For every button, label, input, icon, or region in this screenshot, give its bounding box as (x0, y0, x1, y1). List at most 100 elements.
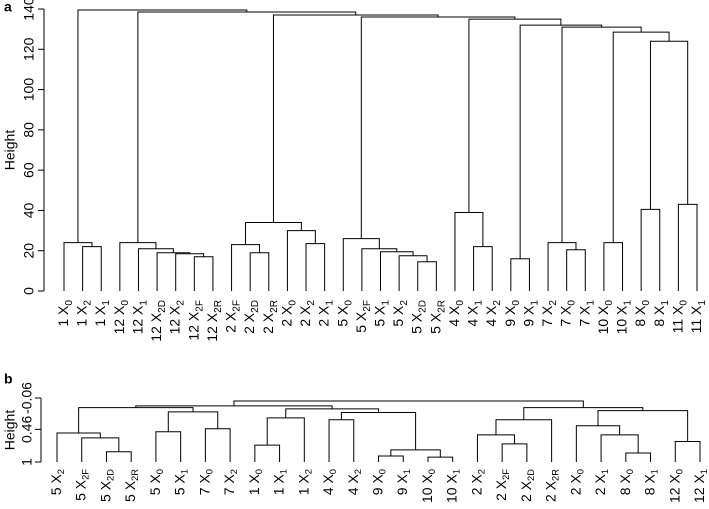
leaf-label-sub: 1 (530, 300, 541, 306)
leaf-label-sub: 0 (254, 469, 264, 474)
merge (649, 40, 689, 210)
leaf-label-sub: 0 (675, 469, 685, 474)
leaf-label-main: 5 X (371, 305, 387, 327)
merge (417, 261, 437, 291)
leaf-label-sub: 0 (567, 300, 578, 306)
leaf-label: 2 X1 (315, 300, 335, 327)
y-tick-label: 80 (21, 122, 37, 138)
leaf-label: 12 X0 (111, 300, 131, 335)
leaf-label-main: 4 X (344, 474, 360, 496)
merge (473, 246, 493, 291)
leaf-label: 2 X2R (259, 300, 279, 334)
leaf-label-main: 1 X (55, 305, 71, 327)
leaf-label-main: 5 X (122, 480, 138, 502)
leaf-label: 10 X0 (595, 300, 615, 335)
merge (254, 444, 281, 462)
merge (56, 432, 101, 462)
leaf-label: 4 X2 (344, 469, 363, 495)
leaf-label-main: 11 X (688, 305, 704, 333)
leaf-label: 2 X2R (542, 469, 561, 502)
y-tick-label: 120 (21, 37, 37, 61)
leaf-label-sub: 1 (697, 300, 708, 306)
leaf-label-sub: 2 (353, 469, 363, 474)
leaf-label-main: 2 X (542, 480, 558, 502)
leaf-label: 2 X0 (278, 300, 298, 327)
leaf-label-sub: 2F (362, 300, 373, 312)
merge (501, 443, 528, 462)
y-axis-label: Height (2, 130, 18, 171)
leaf-label-sub: 2R (551, 469, 561, 481)
leaf-label-sub: 2D (250, 300, 261, 313)
leaf-label: 2 X0 (567, 469, 586, 495)
leaf-label-sub: 2R (269, 300, 280, 313)
leaf-label: 10 X1 (443, 469, 462, 503)
leaf-label-main: 9 X (502, 305, 518, 327)
merge (360, 16, 516, 239)
leaf-label-sub: 2F (502, 469, 512, 480)
merge (266, 417, 305, 462)
merge (285, 408, 379, 418)
merge (328, 419, 355, 462)
leaf-label-main: 9 X (394, 474, 410, 496)
leaf-label-main: 5 X (171, 474, 187, 496)
leaf-label-main: 5 X (48, 474, 64, 496)
leaf-label-sub: 0 (205, 469, 215, 474)
y-tick-label: 20 (21, 243, 37, 259)
merge (82, 246, 102, 291)
merge (495, 419, 553, 462)
leaf-label-main: 1 X (92, 305, 108, 327)
leaf-label-sub: 2D (418, 300, 429, 313)
merge (476, 434, 516, 462)
merge (193, 256, 214, 291)
merge (677, 203, 698, 291)
leaf-label: 11 X0 (669, 300, 689, 334)
merge (378, 455, 404, 462)
y-tick-label: -0.06 (19, 382, 35, 414)
leaf-label-sub: 2 (83, 300, 94, 306)
leaf-label-main: 2 X (297, 305, 313, 327)
leaf-label: 11 X1 (688, 300, 708, 334)
leaf-label: 1 X0 (246, 469, 265, 495)
merge (342, 238, 380, 291)
merge (603, 242, 624, 291)
merge (167, 411, 219, 432)
leaf-label-sub: 1 (660, 300, 671, 306)
leaf-label-sub: 2 (548, 300, 559, 306)
leaf-label: 1 X2 (295, 469, 314, 495)
leaf-label: 10 X0 (419, 469, 438, 503)
merge (63, 242, 93, 291)
leaf-label-main: 2 X (241, 312, 257, 334)
leaf-label-sub: 1 (650, 469, 660, 474)
y-tick-label: 0 (21, 287, 37, 295)
leaf-label-main: 12 X (204, 312, 220, 341)
y-tick-label: 140 (21, 0, 37, 21)
leaf-label-sub: 1 (325, 300, 336, 306)
leaf-label-main: 2 X (592, 474, 608, 496)
leaf-label-main: 12 X (691, 474, 707, 503)
merge (390, 449, 441, 458)
leaf-label-main: 4 X (446, 305, 462, 327)
leaf-label: 2 X2 (468, 469, 487, 495)
leaf-label-sub: 1 (279, 469, 289, 474)
leaf-label: 2 X2F (493, 469, 512, 501)
leaf-label: 7 X0 (557, 300, 577, 327)
y-tick-label: 0.46 (19, 416, 35, 443)
leaf-label: 2 X2D (518, 469, 537, 502)
leaf-label-sub: 1 (381, 300, 392, 306)
leaf-label: 2 X2D (241, 300, 261, 334)
merge (77, 9, 248, 243)
leaf-label: 5 X1 (371, 300, 391, 327)
leaf-label-main: 5 X (334, 305, 350, 327)
leaf-label-sub: 0 (576, 469, 586, 474)
leaf-label-sub: 0 (427, 469, 437, 474)
leaf-label: 1 X1 (92, 300, 112, 327)
leaf-label-main: 12 X (666, 474, 682, 503)
leaf-label: 8 X0 (632, 300, 652, 327)
leaf-label: 5 X2R (427, 300, 447, 334)
leaf-label-sub: 1 (699, 469, 709, 474)
leaf-label-main: 2 X (222, 311, 238, 333)
leaf-label: 7 X2 (221, 469, 240, 495)
leaf-label-sub: 1 (452, 469, 462, 474)
merge (398, 255, 428, 291)
